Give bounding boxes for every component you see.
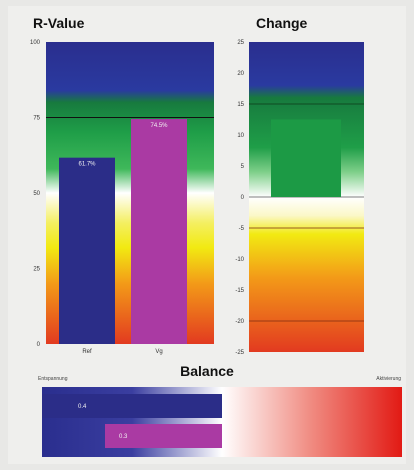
change-tick-label: 5 [241,164,245,170]
r-value-bar-ref [59,157,115,344]
change-title: Change [256,15,308,31]
change-tick-label: -10 [235,257,244,263]
balance-data-label: 0.4 [78,404,87,410]
change-tick-label: 10 [237,133,244,139]
balance-chart: Balance Entspannung Aktivierung 0.4 0.3 [38,363,402,457]
balance-bar [105,424,222,448]
change-bar [271,119,341,197]
chart-frame: R-Value 61.7% 74.5% 0 25 50 75 100 Ref Vg Chan… [8,6,406,464]
r-value-category-label: Ref [82,349,92,355]
change-chart: Change -25 -20 -15 -10 -5 0 5 10 15 20 25 [235,15,364,356]
r-value-title: R-Value [33,15,85,31]
change-tick-label: -5 [239,226,245,232]
r-value-data-label: 74.5% [150,123,168,129]
r-value-bar-vg [131,119,187,344]
r-value-tick-label: 100 [30,40,41,46]
balance-title: Balance [180,363,234,379]
r-value-category-label: Vg [155,349,162,355]
change-tick-label: 20 [237,71,244,77]
change-tick-label: -25 [235,350,244,356]
r-value-tick-label: 25 [33,267,40,273]
change-tick-label: 15 [237,102,244,108]
r-value-chart: R-Value 61.7% 74.5% 0 25 50 75 100 Ref Vg [30,15,214,355]
balance-left-label: Entspannung [38,376,68,382]
change-tick-label: 25 [237,40,244,46]
r-value-tick-label: 50 [33,191,40,197]
change-tick-label: -20 [235,319,244,325]
r-value-data-label: 61.7% [78,162,96,168]
r-value-tick-label: 75 [33,116,40,122]
balance-right-label: Aktivierung [376,376,401,382]
r-value-tick-label: 0 [37,342,41,348]
change-tick-label: 0 [241,195,245,201]
change-tick-label: -15 [235,288,244,294]
balance-bar [42,394,222,418]
balance-data-label: 0.3 [119,434,128,440]
